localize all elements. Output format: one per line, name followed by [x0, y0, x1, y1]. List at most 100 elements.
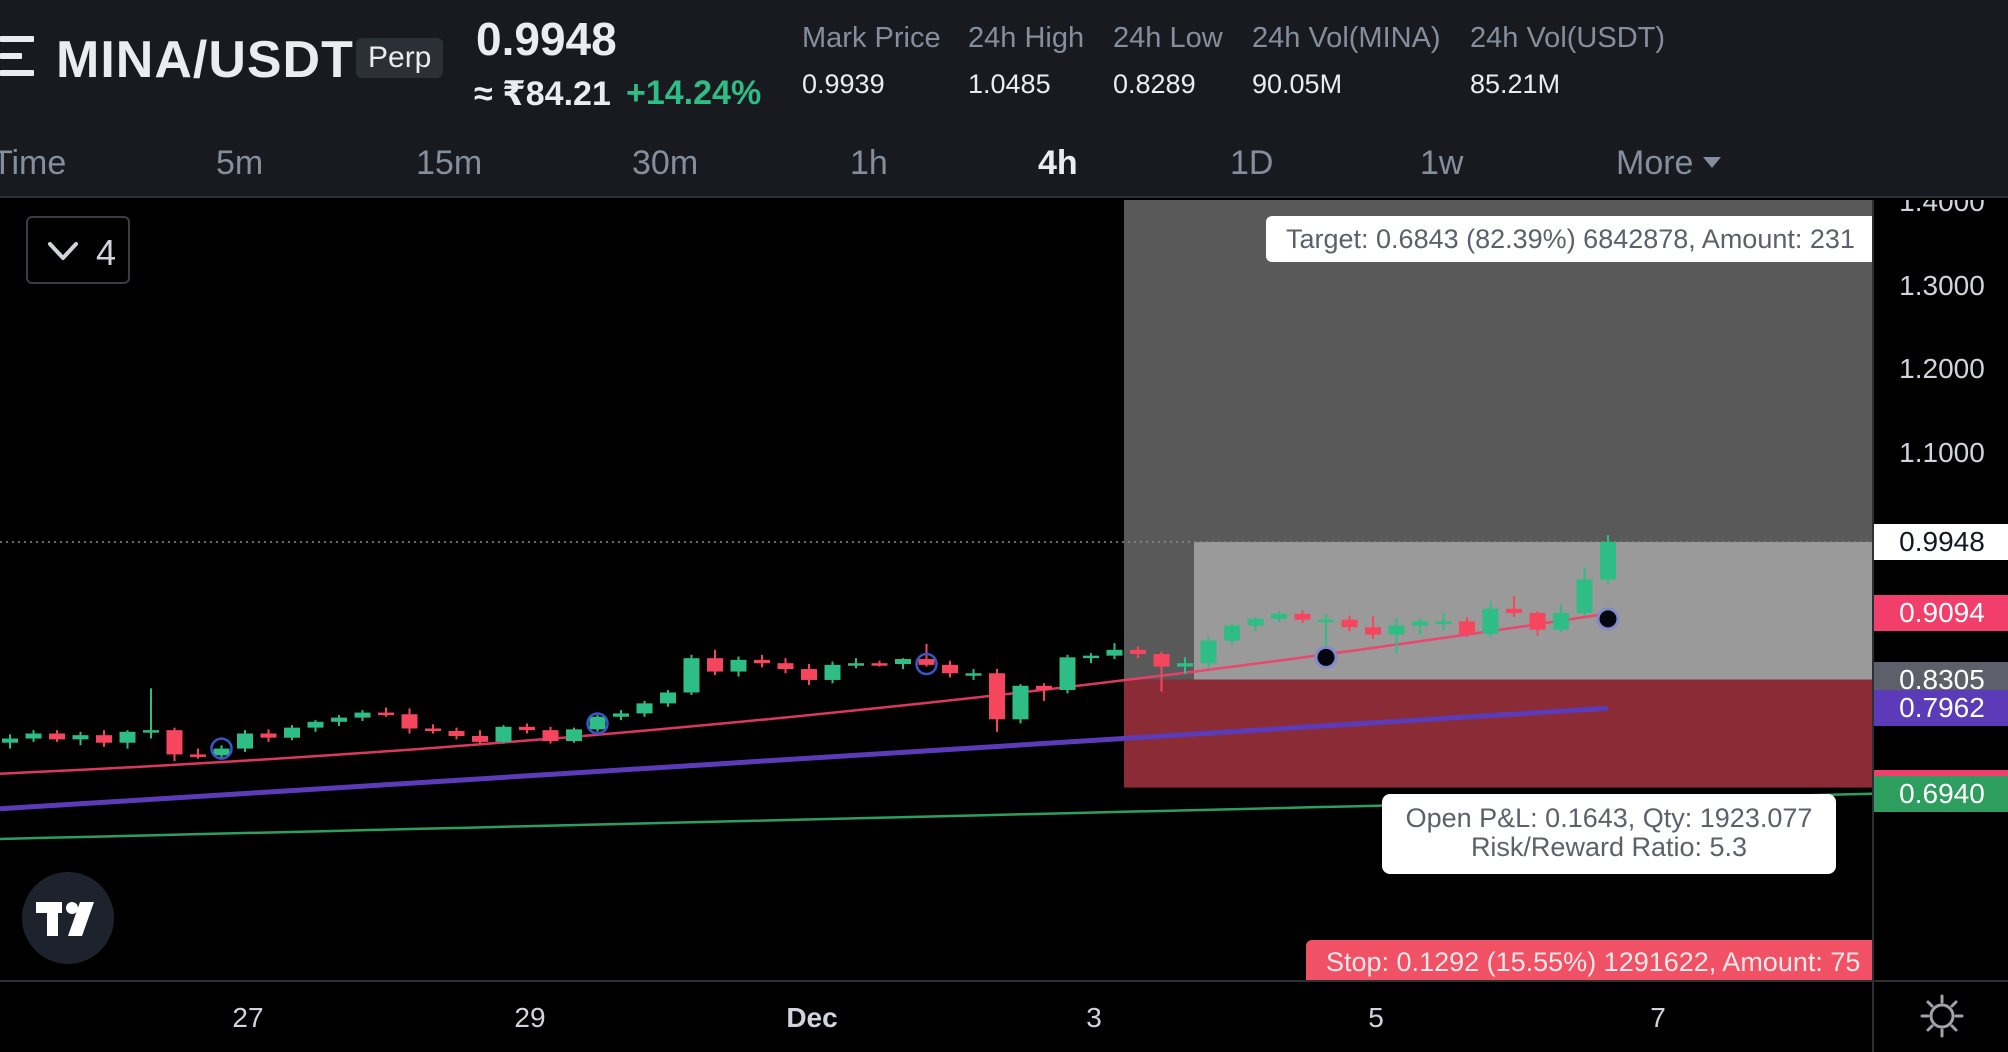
tab-4h[interactable]: 4h [1038, 144, 1078, 182]
candle-body [119, 731, 136, 743]
candle-body [1600, 541, 1616, 580]
candle-body [519, 726, 535, 731]
tab-1w[interactable]: 1w [1420, 144, 1464, 182]
candle-body [1341, 619, 1358, 628]
indicator-toggle-button[interactable]: 4 [26, 216, 130, 284]
indicator-count: 4 [96, 232, 117, 273]
time-tick-label: Dec [786, 1002, 838, 1033]
candle [25, 730, 42, 742]
candle-body [260, 733, 277, 738]
candle-body [25, 733, 42, 739]
candle [1153, 651, 1170, 692]
candle-body [1177, 663, 1193, 667]
candle [1341, 615, 1358, 632]
candle [848, 658, 864, 669]
candle-body [448, 730, 465, 737]
time-axis[interactable]: 27 29 Dec 3 5 7 [0, 980, 1872, 1052]
candle [1529, 611, 1546, 636]
candle-body [1435, 621, 1452, 624]
stat-value: 0.8289 [1113, 69, 1196, 99]
candle [49, 730, 65, 742]
candle [613, 710, 629, 721]
time-tick-label: 3 [1086, 1002, 1102, 1033]
candle [895, 658, 911, 670]
candle-body [143, 730, 159, 733]
candle [1083, 653, 1099, 664]
candle-body [1153, 653, 1170, 667]
candle-body [237, 733, 253, 749]
candle-body [1506, 608, 1522, 613]
stat-24h-low: 24h Low 0.8289 [1113, 22, 1223, 100]
price-tag-ma-green: 0.6940 [1874, 775, 2008, 812]
stat-label: Mark Price [802, 22, 941, 54]
candle-body [1576, 579, 1593, 613]
candle-body [824, 664, 841, 680]
candle [942, 660, 958, 678]
candle [1247, 617, 1264, 632]
candle [1012, 684, 1029, 724]
chart-settings[interactable] [1872, 980, 2008, 1052]
candle-body [49, 733, 65, 740]
stat-24h-high: 24h High 1.0485 [968, 22, 1084, 100]
candle [1553, 604, 1569, 633]
candle-body [401, 714, 418, 729]
candle [190, 748, 206, 759]
stat-value: 1.0485 [968, 69, 1051, 99]
candle [1412, 617, 1428, 635]
change-percent: +14.24% [626, 74, 762, 112]
candle [237, 730, 253, 752]
stat-value: 85.21M [1470, 69, 1561, 99]
stat-24h-vol-usdt: 24h Vol(USDT) 85.21M [1470, 22, 1665, 100]
target-label: Target: 0.6843 (82.39%) 6842878, Amount:… [1266, 216, 1872, 262]
candle [401, 708, 418, 734]
candle [1036, 683, 1052, 701]
price-axis[interactable]: 1.40001.30001.20001.10001.51480.99480.90… [1872, 200, 2008, 980]
candle-body [754, 659, 770, 664]
inr-price: ≈ ₹84.21 [474, 75, 611, 113]
candle [683, 654, 700, 696]
candle-body [1482, 608, 1499, 634]
stat-label: 24h Vol(MINA) [1252, 22, 1441, 54]
candle-body [942, 664, 958, 674]
tradingview-logo-icon[interactable] [22, 872, 114, 964]
candle-body [96, 735, 112, 743]
candle [1130, 646, 1146, 659]
menu-icon[interactable] [0, 36, 34, 76]
stat-label: 24h Low [1113, 22, 1223, 54]
candle [589, 715, 606, 732]
candle-body [1271, 613, 1287, 619]
tab-more[interactable]: More [1616, 144, 1722, 183]
candle-body [1318, 619, 1334, 623]
candlestick-chart[interactable] [0, 200, 1872, 980]
candle-body [589, 716, 606, 730]
pair-symbol[interactable]: MINA/USDT [56, 31, 354, 89]
candle [1224, 623, 1240, 645]
candle [965, 669, 982, 680]
candle-body [2, 738, 18, 743]
tab-more-label: More [1616, 144, 1694, 182]
candle-body [1036, 685, 1052, 690]
chart-area[interactable]: 4 Target: 0.6843 (82.39%) 6842878, Amoun… [0, 200, 1872, 980]
trade-marker [1596, 607, 1620, 631]
stat-24h-vol-mina: 24h Vol(MINA) 90.05M [1252, 22, 1441, 100]
tab-5m[interactable]: 5m [216, 144, 264, 182]
candle [260, 729, 277, 742]
candle [1177, 657, 1193, 675]
candle [1271, 611, 1287, 623]
tab-time[interactable]: Time [0, 144, 67, 182]
candle [777, 658, 794, 674]
candle [495, 725, 512, 744]
candle-body [1553, 612, 1569, 630]
tab-1h[interactable]: 1h [850, 144, 888, 182]
candle [636, 700, 653, 717]
interval-tabs: Time 5m 15m 30m 1h 4h 1D 1w More [0, 130, 2008, 198]
tab-30m[interactable]: 30m [632, 144, 699, 182]
tab-1d[interactable]: 1D [1230, 144, 1274, 182]
tab-15m[interactable]: 15m [416, 144, 483, 182]
candle-body [801, 669, 817, 680]
time-tick-label: 5 [1368, 1002, 1384, 1033]
trade-marker [586, 712, 609, 735]
stat-label: 24h Vol(USDT) [1470, 22, 1666, 54]
candle-body [660, 692, 676, 704]
price-tick-label: 1.2000 [1899, 353, 1985, 385]
